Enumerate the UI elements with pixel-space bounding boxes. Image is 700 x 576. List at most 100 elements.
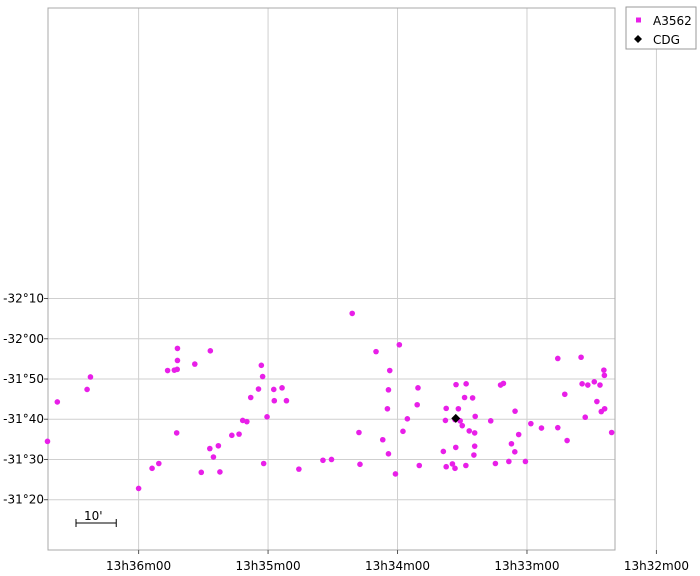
a3562-point (608, 429, 615, 436)
a3562-point (564, 437, 570, 444)
a3562-point (210, 454, 217, 460)
a3562-point (443, 405, 449, 412)
a3562-point (379, 436, 386, 443)
x-tick-label: 13h33m00 (494, 559, 559, 573)
a3562-point (594, 398, 600, 405)
a3562-point (217, 469, 223, 475)
a3562-point (597, 382, 603, 388)
a3562-point (255, 386, 262, 392)
a3562-point (461, 394, 468, 401)
a3562-point (459, 422, 466, 429)
grid (48, 8, 657, 550)
a3562-point (258, 362, 265, 369)
a3562-point (512, 408, 518, 414)
a3562-point (236, 431, 242, 437)
a3562-point (554, 355, 561, 362)
x-tick-label: 13h34m00 (365, 559, 430, 573)
legend-marker-a3562 (636, 17, 641, 23)
a3562-point (469, 395, 476, 401)
a3562-point (463, 462, 469, 469)
a3562-point (455, 405, 462, 412)
plot-frame (47, 7, 616, 551)
a3562-point (356, 429, 362, 436)
a3562-point (591, 379, 598, 385)
a3562-point (506, 458, 512, 465)
legend-marker-cdg (634, 35, 642, 43)
a3562-point (149, 465, 155, 472)
a3562-point (135, 485, 142, 492)
a3562-point (84, 386, 90, 393)
a3562-point (554, 424, 561, 431)
scale-bar: 10' (75, 509, 117, 527)
a3562-point (442, 417, 449, 424)
legend: A3562 CDG (625, 6, 697, 50)
x-tick-label: 13h36m00 (106, 559, 171, 573)
a3562-point (385, 387, 392, 393)
a3562-point (396, 341, 403, 348)
a3562-point (471, 430, 478, 436)
a3562-point (453, 381, 459, 388)
axis-ticks: 13h36m00 13h35m00 13h34m00 13h33m00 13h32m00… (3, 292, 689, 573)
a3562-point (174, 345, 181, 352)
a3562-point (328, 456, 335, 463)
a3562-point (471, 443, 478, 449)
a3562-point (400, 428, 406, 435)
a3562-point (471, 452, 477, 458)
a3562-point (440, 448, 447, 455)
a3562-point (191, 361, 198, 367)
a3562-point (271, 397, 278, 404)
a3562-point (296, 466, 302, 472)
a3562-point (164, 367, 171, 374)
a3562-point (466, 428, 473, 434)
a3562-point (373, 348, 379, 355)
a3562-point (386, 367, 393, 374)
a3562-point (601, 372, 608, 379)
a3562-point (415, 385, 421, 391)
a3562-point (173, 430, 180, 436)
a3562-point (260, 460, 267, 467)
a3562-point (404, 416, 411, 422)
a3562-point (270, 386, 277, 393)
legend-label: CDG (653, 33, 680, 47)
scale-bar-label: 10' (84, 509, 103, 523)
a3562-point (449, 461, 456, 467)
a3562-point (385, 451, 392, 457)
a3562-point (414, 401, 420, 408)
a3562-point (349, 310, 356, 317)
a3562-point (174, 357, 181, 364)
legend-label: A3562 (653, 14, 692, 28)
a3562-point (87, 374, 94, 380)
a3562-point (528, 420, 534, 427)
a3562-point (487, 418, 494, 424)
y-tick-label: -31°30 (3, 452, 44, 466)
a3562-point (392, 471, 399, 477)
a3562-point (582, 414, 589, 421)
a3562-point (229, 432, 235, 439)
a3562-point (259, 373, 266, 380)
cdg-point (451, 413, 461, 423)
a3562-point (156, 460, 162, 467)
a3562-point (320, 457, 326, 464)
a3562-point (512, 449, 518, 455)
a3562-point (522, 458, 529, 465)
x-tick-label: 13h32m00 (624, 559, 689, 573)
a3562-point (561, 391, 568, 398)
a3562-point (54, 399, 61, 405)
a3562-point (416, 462, 423, 469)
a3562-point (578, 354, 584, 361)
a3562-point (357, 461, 363, 468)
a3562-point (198, 469, 205, 476)
y-tick-label: -31°40 (3, 412, 44, 426)
a3562-point (579, 381, 585, 387)
a3562-point (283, 397, 290, 404)
a3562-point (279, 385, 285, 391)
a3562-point (538, 425, 545, 431)
data-points (44, 310, 615, 492)
y-tick-label: -31°50 (3, 372, 44, 386)
a3562-point (463, 381, 469, 387)
a3562-point (515, 431, 522, 438)
a3562-point (44, 438, 51, 445)
y-tick-label: -32°00 (3, 332, 44, 346)
a3562-point (472, 413, 478, 420)
a3562-point (264, 414, 270, 420)
